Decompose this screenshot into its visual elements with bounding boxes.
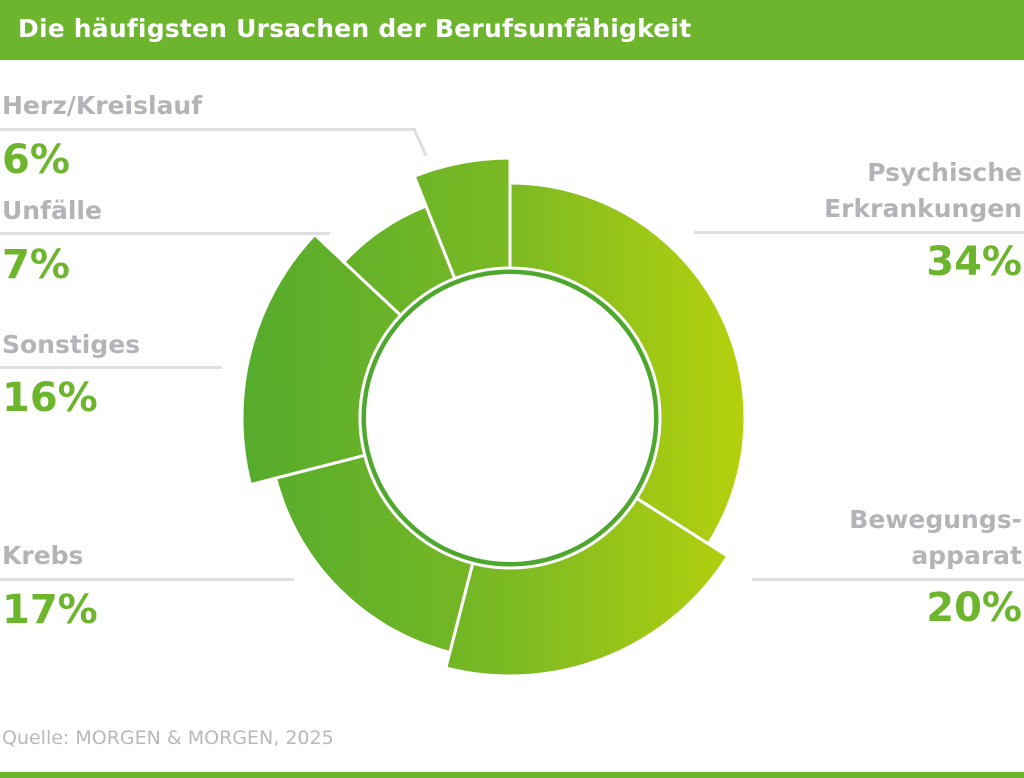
value-sonstiges: 16%	[2, 375, 98, 421]
label-sonstiges: Sonstiges	[2, 330, 141, 359]
source-note: Quelle: MORGEN & MORGEN, 2025	[2, 727, 334, 749]
leader-unfaelle	[0, 232, 330, 235]
value-krebs: 17%	[2, 587, 98, 633]
slice-herz	[412, 156, 512, 281]
slice-krebs	[273, 453, 475, 655]
title-bar: Die häufigsten Ursachen der Berufsunfähi…	[0, 0, 1024, 60]
leader-sonstiges	[0, 366, 222, 369]
slice-psychische	[508, 181, 747, 546]
label-psychische-line1: Psychische	[867, 158, 1022, 187]
value-psychische: 34%	[926, 239, 1022, 285]
slice-sonstiges	[240, 232, 403, 487]
leader-psychische	[694, 231, 1024, 234]
value-herz: 6%	[2, 137, 70, 183]
bottom-rule	[0, 772, 1024, 778]
leader-krebs	[0, 578, 294, 581]
chart-title: Die häufigsten Ursachen der Berufsunfähi…	[18, 14, 692, 43]
label-bewegung-line2: apparat	[911, 541, 1022, 570]
label-herz: Herz/Kreislauf	[2, 91, 203, 120]
value-bewegung: 20%	[926, 585, 1022, 631]
slice-bewegung	[444, 496, 730, 678]
value-unfaelle: 7%	[2, 242, 70, 288]
leader-herz	[0, 128, 416, 131]
label-krebs: Krebs	[2, 541, 84, 570]
label-bewegung-line1: Bewegungs-	[849, 505, 1022, 534]
leader-bewegung	[752, 578, 1024, 581]
label-unfaelle: Unfälle	[2, 196, 102, 225]
label-psychische-line2: Erkrankungen	[824, 194, 1022, 223]
